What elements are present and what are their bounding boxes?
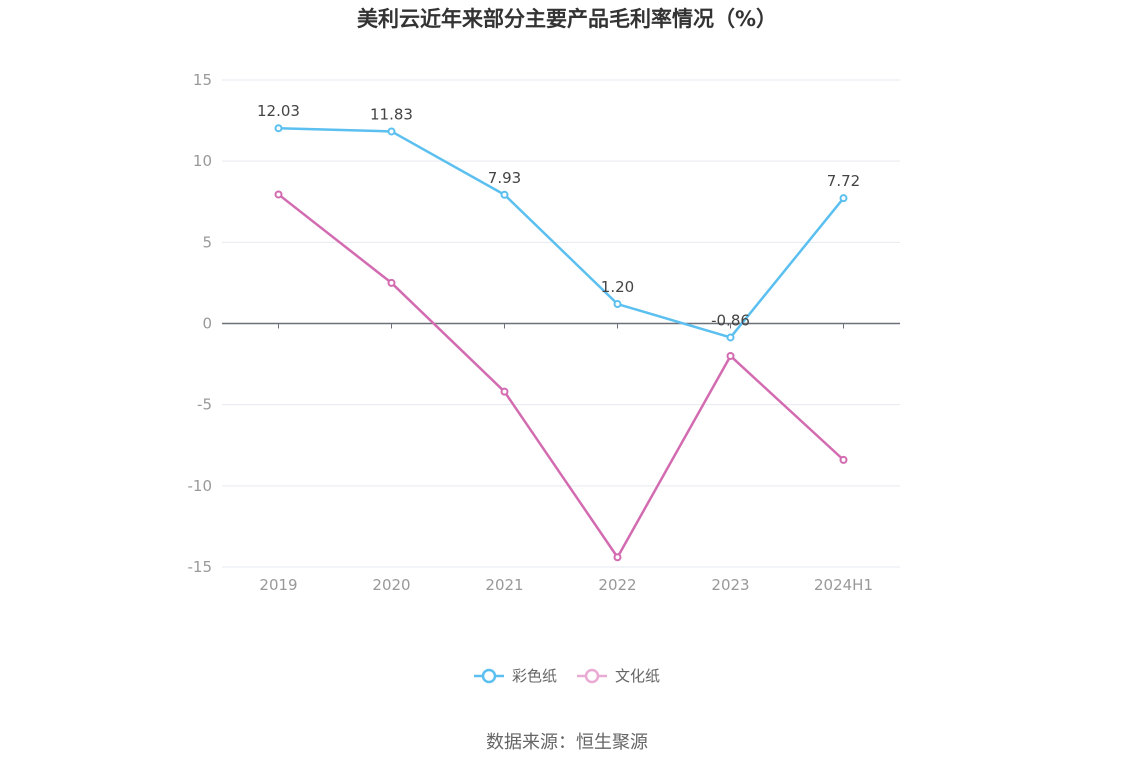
y-tick-label: -5 (197, 396, 212, 414)
data-point[interactable] (839, 194, 848, 203)
data-point[interactable] (613, 300, 622, 309)
data-point[interactable] (387, 278, 396, 287)
y-tick-label: 0 (202, 315, 212, 333)
legend-label: 文化纸 (615, 667, 660, 685)
legend-item-1[interactable]: 文化纸 (577, 667, 660, 685)
series-layer (274, 124, 848, 562)
x-tick-label: 2020 (372, 576, 410, 594)
x-tick-label: 2019 (259, 576, 297, 594)
data-point[interactable] (726, 333, 735, 342)
source-note: 数据来源：恒生聚源 (486, 732, 648, 753)
data-point[interactable] (726, 351, 735, 360)
legend-marker (481, 668, 497, 684)
series-line-0 (278, 126, 845, 339)
data-point[interactable] (274, 124, 283, 133)
legend-label: 彩色纸 (512, 667, 557, 685)
y-axis: 15 10 5 0 -5 -10 -15 (188, 71, 213, 576)
data-point[interactable] (387, 127, 396, 136)
data-label: -0.86 (711, 311, 750, 329)
legend[interactable]: 彩色纸 文化纸 (474, 667, 660, 685)
data-point[interactable] (500, 387, 509, 396)
y-tick-label: -10 (188, 477, 213, 495)
data-point[interactable] (500, 190, 509, 199)
grid (222, 79, 900, 568)
y-tick-label: -15 (188, 558, 213, 576)
data-point[interactable] (613, 553, 622, 562)
series-line-1 (277, 193, 845, 559)
x-axis: 2019 2020 2021 2022 2023 2024H1 (259, 323, 873, 594)
x-tick-label: 2022 (598, 576, 636, 594)
legend-item-0[interactable]: 彩色纸 (474, 667, 557, 685)
y-tick-label: 10 (193, 152, 212, 170)
y-tick-label: 5 (202, 233, 212, 251)
data-point[interactable] (274, 190, 283, 199)
data-labels: 12.03 11.83 7.93 1.20 -0.86 7.72 (257, 102, 860, 329)
data-label: 7.93 (488, 169, 521, 187)
y-tick-label: 15 (193, 71, 212, 89)
chart-title: 美利云近年来部分主要产品毛利率情况（%） (357, 7, 777, 31)
data-label: 11.83 (370, 105, 413, 123)
data-point[interactable] (839, 455, 848, 464)
data-label: 1.20 (601, 278, 634, 296)
data-label: 7.72 (827, 172, 860, 190)
x-tick-label: 2024H1 (814, 576, 873, 594)
legend-marker (584, 668, 600, 684)
x-tick-label: 2023 (711, 576, 749, 594)
data-label: 12.03 (257, 102, 300, 120)
x-tick-label: 2021 (485, 576, 523, 594)
